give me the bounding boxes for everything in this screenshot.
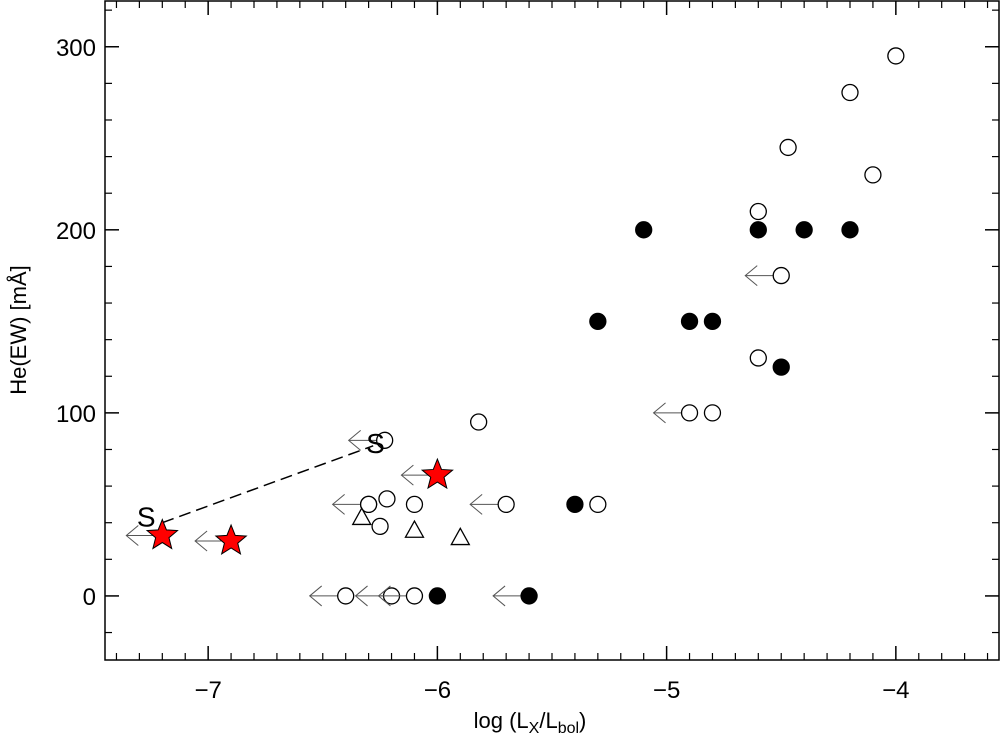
- upper-limit-arrowhead: [469, 494, 483, 515]
- open-circle-point: [703, 404, 722, 422]
- filled-circle-point: [749, 221, 767, 239]
- red-star-point: [420, 457, 454, 490]
- filled-circle-point: [520, 587, 538, 605]
- data-marks: SS: [125, 47, 905, 607]
- upper-limit-arrowhead: [492, 585, 506, 607]
- red-star-point: [214, 523, 248, 556]
- upper-limit-arrowhead: [354, 585, 368, 607]
- upper-limit-arrowhead: [652, 402, 666, 424]
- upper-limit-arrowhead: [400, 464, 414, 486]
- filled-circle-point: [680, 312, 699, 330]
- open-circle-point: [376, 431, 394, 449]
- y-tick-label: 100: [56, 401, 96, 428]
- x-tick-label: −4: [882, 677, 909, 704]
- open-circle-point: [371, 517, 389, 536]
- filled-circle-point: [566, 495, 584, 514]
- open-circle-point: [589, 495, 607, 514]
- open-circle-point: [497, 495, 515, 514]
- x-axis-title: log (LX/Lbol): [474, 708, 587, 735]
- open-circle-point: [772, 266, 790, 285]
- axis-ticks: −7 −6 −5 −4 0 100 200 300: [56, 1, 999, 704]
- upper-limit-arrowhead: [331, 494, 345, 515]
- open-circle-point: [864, 166, 882, 184]
- open-triangle-point: [351, 506, 372, 526]
- upper-limit-arrowhead: [125, 525, 139, 546]
- filled-circle-point: [635, 221, 653, 239]
- x-tick-label: −6: [424, 677, 451, 704]
- filled-circle-point: [589, 312, 607, 330]
- annotation-label: S: [137, 501, 156, 532]
- connector-line: [162, 445, 374, 524]
- open-circle-point: [469, 413, 488, 431]
- open-circle-point: [378, 490, 396, 508]
- open-triangle-point: [450, 527, 471, 546]
- plot-frame: [104, 0, 1000, 661]
- upper-limit-arrowhead: [194, 530, 208, 552]
- open-circle-point: [749, 349, 767, 367]
- open-circle-point: [337, 587, 355, 605]
- x-tick-label: −7: [194, 677, 221, 704]
- upper-limit-arrowhead: [377, 585, 391, 607]
- upper-limit-arrowhead: [744, 265, 758, 286]
- filled-circle-point: [428, 587, 447, 605]
- open-circle-point: [749, 202, 767, 221]
- y-tick-label: 300: [56, 35, 96, 62]
- annotation-label: S: [366, 428, 385, 459]
- filled-circle-point: [795, 221, 813, 239]
- filled-circle-point: [772, 358, 790, 376]
- open-circle-point: [841, 83, 859, 102]
- filled-circle-point: [703, 312, 722, 330]
- y-tick-label: 0: [83, 584, 96, 611]
- y-axis-title: He(EW) [mÅ]: [6, 265, 31, 395]
- open-circle-point: [359, 495, 378, 514]
- filled-circle-point: [841, 221, 859, 239]
- open-circle-point: [680, 404, 699, 422]
- upper-limit-arrowhead: [308, 585, 323, 607]
- upper-limit-arrowhead: [347, 429, 361, 451]
- open-circle-point: [405, 587, 424, 605]
- y-tick-label: 200: [56, 218, 96, 245]
- open-circle-point: [887, 47, 905, 65]
- open-circle-point: [779, 138, 797, 157]
- open-circle-point: [405, 495, 424, 514]
- open-triangle-point: [404, 519, 425, 538]
- red-star-point: [145, 518, 179, 550]
- x-tick-label: −5: [653, 677, 680, 704]
